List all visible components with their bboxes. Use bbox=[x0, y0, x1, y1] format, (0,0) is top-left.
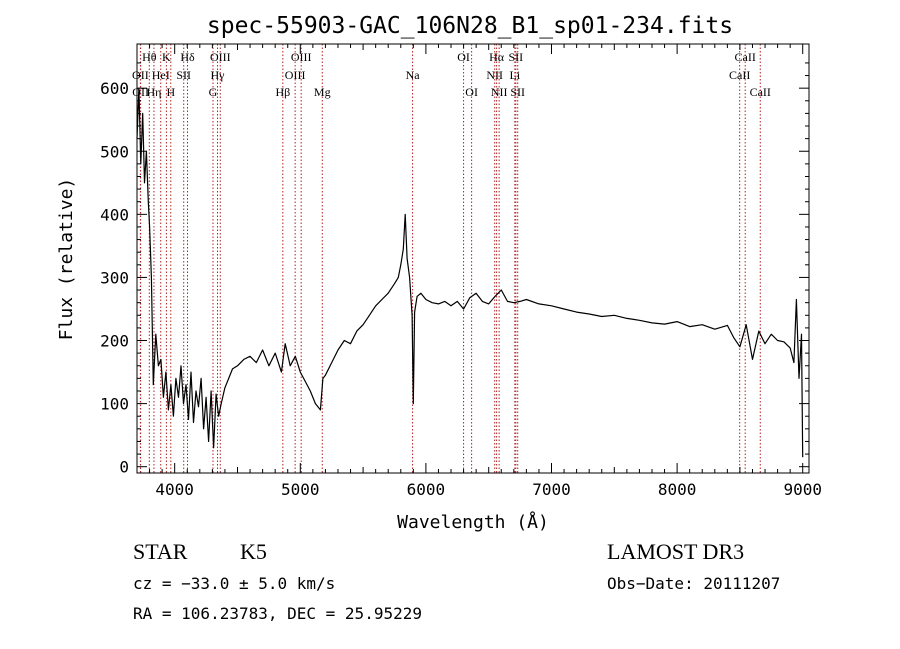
line-label-5: K bbox=[162, 50, 171, 64]
line-label-18: OI bbox=[465, 85, 478, 99]
line-label-15: Mg bbox=[314, 85, 331, 99]
object-class: STAR bbox=[133, 539, 188, 564]
y-tick-label-6: 600 bbox=[100, 79, 129, 98]
line-label-3: Hη bbox=[146, 85, 161, 99]
x-tick-label-3: 7000 bbox=[532, 480, 571, 499]
x-tick-label-2: 6000 bbox=[407, 480, 446, 499]
chart-title: spec-55903-GAC_106N28_B1_sp01-234.fits bbox=[207, 13, 733, 39]
line-label-4: HeI bbox=[152, 68, 170, 82]
line-label-22: SII bbox=[508, 50, 523, 64]
line-label-10: Hγ bbox=[211, 68, 226, 82]
observation-date: Obs−Date: 20111207 bbox=[607, 574, 780, 593]
x-tick-label-0: 4000 bbox=[155, 480, 194, 499]
line-label-24: SII bbox=[510, 85, 525, 99]
line-label-14: OIII bbox=[291, 50, 312, 64]
y-tick-label-5: 500 bbox=[100, 142, 129, 161]
line-label-17: OI bbox=[457, 50, 470, 64]
line-label-0: OII bbox=[132, 68, 149, 82]
line-label-2: Hθ bbox=[142, 50, 157, 64]
spectral-line-markers bbox=[139, 44, 761, 473]
y-tick-label-3: 300 bbox=[100, 268, 129, 287]
line-label-13: OIII bbox=[285, 68, 306, 82]
spectrum-series-line bbox=[136, 87, 804, 458]
object-subclass: K5 bbox=[240, 539, 267, 564]
line-label-12: Hβ bbox=[275, 85, 290, 99]
x-axis-label: Wavelength (Å) bbox=[397, 511, 549, 533]
line-label-27: CaII bbox=[750, 85, 771, 99]
line-label-23: Li bbox=[509, 68, 520, 82]
spectral-line-labels: OIIOIIHθHηHeIKHSIIHδGHγOIIIHβOIIIOIIIMgN… bbox=[132, 50, 771, 99]
line-label-6: H bbox=[166, 85, 175, 99]
line-label-9: G bbox=[209, 85, 218, 99]
line-label-7: SII bbox=[176, 68, 191, 82]
survey-name: LAMOST DR3 bbox=[607, 539, 744, 564]
plot-frame bbox=[136, 43, 810, 474]
line-label-26: CaII bbox=[735, 50, 756, 64]
x-tick-label-4: 8000 bbox=[658, 480, 697, 499]
x-tick-label-1: 5000 bbox=[281, 480, 320, 499]
axis-ticks bbox=[136, 44, 809, 473]
x-tick-label-5: 9000 bbox=[783, 480, 822, 499]
axis-tick-labels: 4000 5000 6000 7000 8000 9000 0 100 200 300 400 500… bbox=[100, 79, 822, 499]
line-label-19: NII bbox=[486, 68, 503, 82]
coordinates: RA = 106.23783, DEC = 25.95229 bbox=[133, 604, 422, 623]
y-tick-label-1: 100 bbox=[100, 395, 129, 414]
line-label-25: CaII bbox=[729, 68, 750, 82]
line-label-20: Hα bbox=[489, 50, 505, 64]
redshift-info: cz = −33.0 ± 5.0 km/s bbox=[133, 574, 335, 593]
line-label-16: Na bbox=[406, 68, 421, 82]
y-axis-label: Flux (relative) bbox=[56, 178, 77, 341]
y-tick-label-0: 0 bbox=[119, 458, 129, 477]
line-label-8: Hδ bbox=[180, 50, 195, 64]
line-label-11: OIII bbox=[210, 50, 231, 64]
line-label-21: NII bbox=[491, 85, 508, 99]
y-tick-label-4: 400 bbox=[100, 205, 129, 224]
y-tick-label-2: 200 bbox=[100, 332, 129, 351]
